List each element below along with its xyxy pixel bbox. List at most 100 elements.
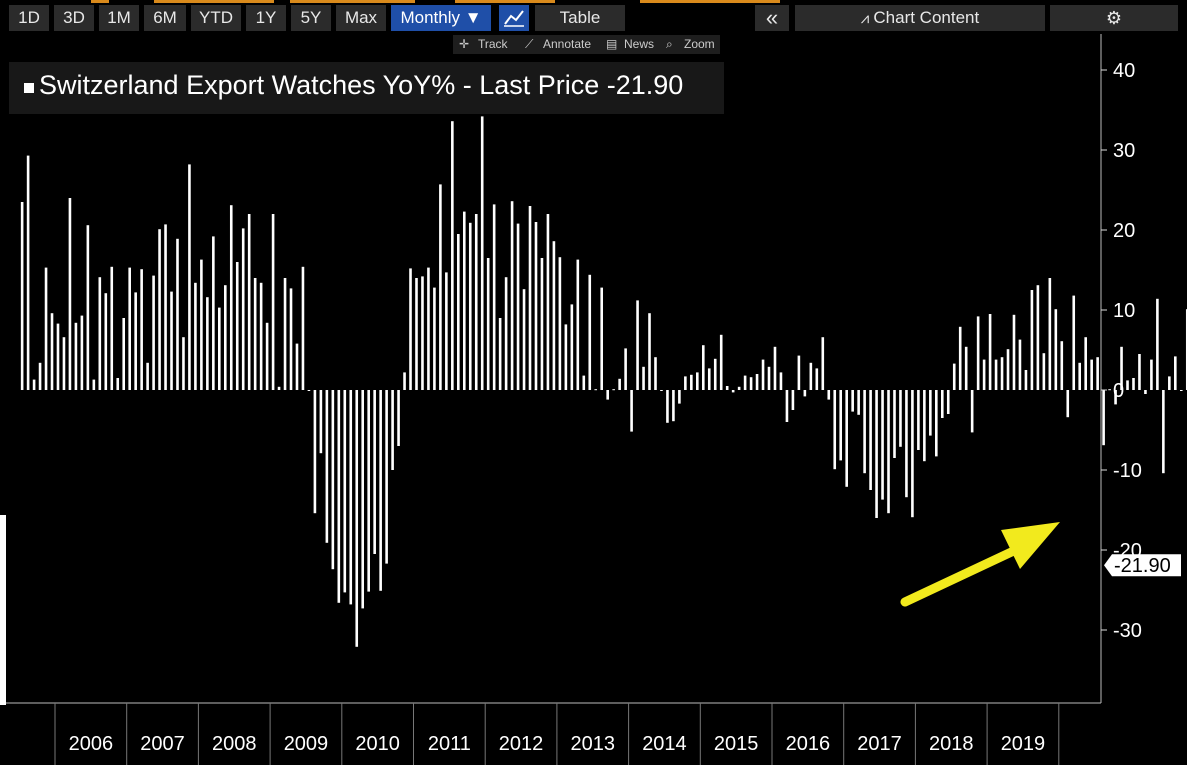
bar-series xyxy=(20,116,1187,647)
bar xyxy=(271,214,275,390)
bar xyxy=(1162,390,1165,474)
range-button-6m[interactable]: 6M xyxy=(144,5,186,31)
bar xyxy=(128,267,131,390)
arrow-shaft xyxy=(900,543,1025,607)
bar xyxy=(1096,357,1099,390)
bar xyxy=(1156,298,1159,390)
y-tick-label: 30 xyxy=(1113,140,1135,162)
gear-icon: ⚙ xyxy=(1105,8,1123,28)
bar xyxy=(253,278,257,390)
bar xyxy=(361,390,365,609)
bar xyxy=(869,390,872,490)
bar xyxy=(134,292,137,390)
bar xyxy=(618,378,621,390)
settings-button[interactable]: ⚙ xyxy=(1050,5,1178,31)
bar xyxy=(409,268,412,390)
range-button-ytd[interactable]: YTD xyxy=(191,5,241,31)
bar xyxy=(289,288,293,390)
zoom-icon: ⌕ xyxy=(666,37,673,51)
range-button-5y[interactable]: 5Y xyxy=(291,5,331,31)
bar xyxy=(540,258,544,390)
bar xyxy=(857,390,860,415)
bar xyxy=(952,363,956,390)
bar xyxy=(958,326,962,390)
bar xyxy=(1120,346,1123,390)
annotate-button[interactable]: Annotate xyxy=(543,37,592,51)
bar xyxy=(152,275,155,390)
track-button[interactable]: Track xyxy=(478,37,508,51)
bar xyxy=(701,345,705,390)
bar xyxy=(1168,376,1171,390)
bar xyxy=(558,257,562,390)
x-tick-label: 2012 xyxy=(499,733,544,755)
bar xyxy=(140,269,143,390)
bar xyxy=(749,377,753,390)
range-button-1d[interactable]: 1D xyxy=(9,5,49,31)
bar xyxy=(797,355,801,390)
bar xyxy=(767,366,771,390)
chart-type-button[interactable] xyxy=(499,5,529,31)
bar xyxy=(713,358,717,390)
bar xyxy=(785,390,789,422)
bar xyxy=(887,390,890,514)
bar xyxy=(923,390,926,462)
range-button-max[interactable]: Max xyxy=(336,5,386,31)
bar xyxy=(325,390,329,543)
bar xyxy=(439,184,442,390)
bar xyxy=(564,324,568,390)
bar xyxy=(492,204,496,390)
bar xyxy=(582,375,586,390)
range-button-3d[interactable]: 3D xyxy=(54,5,94,31)
bar xyxy=(1066,390,1070,418)
y-tick-label: -30 xyxy=(1113,620,1142,642)
bar xyxy=(911,390,914,518)
bar xyxy=(355,390,359,647)
collapse-button[interactable]: « xyxy=(755,5,789,31)
bar xyxy=(588,274,592,390)
toolbar: 1D 3D 1M 6M YTD 1Y 5Y Max Monthly ▼ Tabl… xyxy=(0,0,1187,35)
frequency-dropdown[interactable]: Monthly ▼ xyxy=(391,5,491,31)
bar xyxy=(696,372,699,390)
bar xyxy=(26,155,30,390)
bar xyxy=(654,357,657,390)
news-button[interactable]: News xyxy=(624,37,655,51)
orange-strip-3 xyxy=(290,0,415,3)
bar xyxy=(367,390,370,592)
bar xyxy=(546,214,550,390)
bar xyxy=(630,390,633,432)
range-button-1y[interactable]: 1Y xyxy=(246,5,286,31)
orange-strip-1 xyxy=(91,0,109,3)
bar xyxy=(1174,356,1177,390)
x-tick-label: 2019 xyxy=(1001,733,1046,755)
table-button[interactable]: Table xyxy=(535,5,625,31)
bar xyxy=(522,289,526,390)
zoom-button[interactable]: Zoom xyxy=(684,37,715,51)
legend-box: Switzerland Export Watches YoY% - Last P… xyxy=(9,62,724,114)
annotation-toolbar: ✛ Track ⟋ Annotate ▤ News ⌕ Zoom xyxy=(453,35,720,54)
x-tick-label: 2011 xyxy=(428,733,471,755)
bar xyxy=(899,390,902,447)
bar xyxy=(74,322,78,390)
bar xyxy=(1078,362,1082,390)
bar xyxy=(725,386,729,390)
y-tick-label: 10 xyxy=(1113,300,1135,322)
annotate-icon: ⟋ xyxy=(525,37,534,51)
bar xyxy=(92,379,96,390)
crosshair-icon: ✛ xyxy=(459,37,470,51)
bar xyxy=(791,390,795,410)
bar xyxy=(851,390,854,412)
bar xyxy=(803,390,807,397)
range-button-1m[interactable]: 1M xyxy=(99,5,139,31)
bar xyxy=(421,276,424,390)
bar xyxy=(44,267,48,390)
annotation-arrow xyxy=(900,522,1060,607)
bar xyxy=(1006,349,1010,390)
bar xyxy=(528,206,532,390)
chart-content-button[interactable]: ⩘ Chart Content xyxy=(795,5,1045,31)
bar xyxy=(170,291,173,390)
bar xyxy=(146,362,149,390)
y-tick-label: 0 xyxy=(1113,380,1124,402)
bar xyxy=(839,390,843,461)
bar xyxy=(552,241,556,390)
